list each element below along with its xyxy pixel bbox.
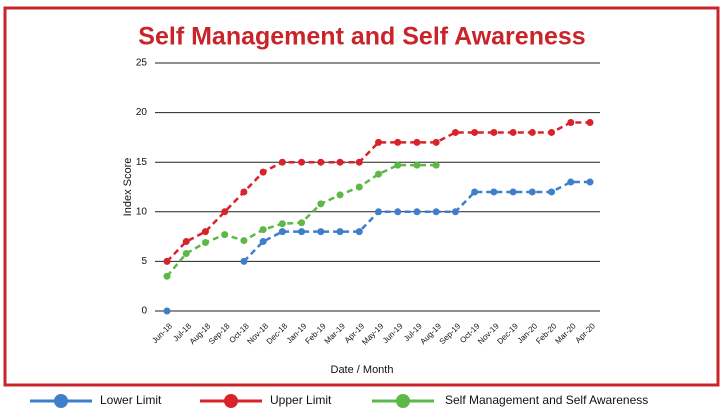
data-point: [509, 188, 517, 196]
data-point: [182, 249, 190, 257]
data-point: [413, 161, 421, 169]
y-tick-label: 20: [136, 107, 148, 118]
data-point: [240, 237, 248, 245]
data-point: [548, 128, 556, 136]
y-tick-label: 0: [141, 306, 147, 317]
data-point: [259, 238, 267, 246]
data-point: [240, 188, 248, 196]
legend-marker: [54, 394, 68, 408]
data-point: [278, 228, 286, 236]
data-point: [201, 228, 209, 236]
x-tick-label: Dec-18: [265, 321, 290, 346]
data-point: [490, 128, 498, 136]
data-point: [586, 119, 594, 127]
data-point: [451, 208, 459, 216]
data-point: [278, 220, 286, 228]
x-tick-label: Mar-20: [553, 321, 578, 346]
data-point: [528, 188, 536, 196]
x-tick-label: Mar-19: [323, 321, 348, 346]
data-point: [548, 188, 556, 196]
data-point: [221, 231, 229, 239]
data-point: [375, 138, 382, 146]
data-point: [471, 188, 479, 196]
y-tick-label: 25: [136, 58, 148, 69]
data-point: [567, 178, 575, 186]
data-point: [413, 138, 421, 146]
data-point: [336, 158, 344, 166]
data-point: [432, 208, 440, 216]
data-point: [355, 183, 363, 191]
data-point: [259, 226, 267, 234]
data-point: [317, 228, 325, 236]
legend-label: Lower Limit: [100, 393, 162, 407]
data-point: [240, 257, 248, 265]
data-point: [336, 228, 344, 236]
data-point: [413, 208, 421, 216]
chart-title: Self Management and Self Awareness: [138, 23, 585, 51]
data-point: [355, 158, 363, 166]
data-point: [394, 138, 402, 146]
y-tick-label: 5: [141, 256, 147, 267]
data-point: [432, 161, 440, 169]
data-point: [317, 158, 325, 166]
frame: [3, 6, 720, 387]
data-point: [567, 119, 575, 127]
data-point: [375, 170, 382, 178]
y-tick-label: 15: [136, 157, 148, 168]
data-point: [528, 128, 536, 136]
legend-label: Self Management and Self Awareness: [445, 393, 648, 407]
data-point: [259, 168, 267, 176]
x-axis-label: Date / Month: [331, 364, 394, 376]
data-point: [586, 178, 594, 186]
data-point: [509, 128, 517, 136]
data-point: [163, 272, 171, 280]
data-point: [432, 138, 440, 146]
data-point: [182, 238, 190, 246]
data-point: [451, 128, 459, 136]
legend-marker: [396, 394, 410, 408]
data-point: [298, 219, 306, 227]
x-tick-label: May-19: [360, 321, 386, 347]
data-point: [471, 128, 479, 136]
data-point: [298, 158, 306, 166]
data-point: [278, 158, 286, 166]
data-point: [490, 188, 498, 196]
x-tick-label: Sep-19: [438, 321, 463, 346]
data-point: [317, 200, 325, 208]
series-line: [166, 121, 590, 263]
data-point: [163, 257, 171, 265]
data-point: [298, 228, 306, 236]
series-line: [243, 180, 590, 263]
data-point: [221, 208, 229, 216]
legend-marker: [224, 394, 238, 408]
data-point: [201, 239, 209, 247]
x-tick-label: Jun-18: [150, 321, 174, 345]
x-tick-label: Jun-19: [381, 321, 405, 345]
data-point: [394, 208, 402, 216]
legend-label: Upper Limit: [270, 393, 332, 407]
y-tick-label: 10: [136, 206, 148, 217]
data-point: [336, 191, 344, 199]
x-tick-label: Apr-20: [574, 321, 598, 345]
x-tick-label: Sep-18: [207, 321, 232, 346]
data-point: [163, 307, 171, 315]
y-axis-label: Index Score: [122, 158, 134, 217]
x-tick-label: Dec-19: [495, 321, 520, 346]
data-point: [394, 161, 402, 169]
data-point: [355, 228, 363, 236]
data-point: [375, 208, 382, 216]
